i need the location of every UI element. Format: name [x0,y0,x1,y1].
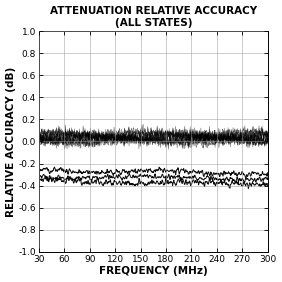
Title: ATTENUATION RELATIVE ACCURACY
(ALL STATES): ATTENUATION RELATIVE ACCURACY (ALL STATE… [50,6,257,28]
X-axis label: FREQUENCY (MHz): FREQUENCY (MHz) [99,266,208,276]
Y-axis label: RELATIVE ACCURACY (dB): RELATIVE ACCURACY (dB) [6,66,16,217]
